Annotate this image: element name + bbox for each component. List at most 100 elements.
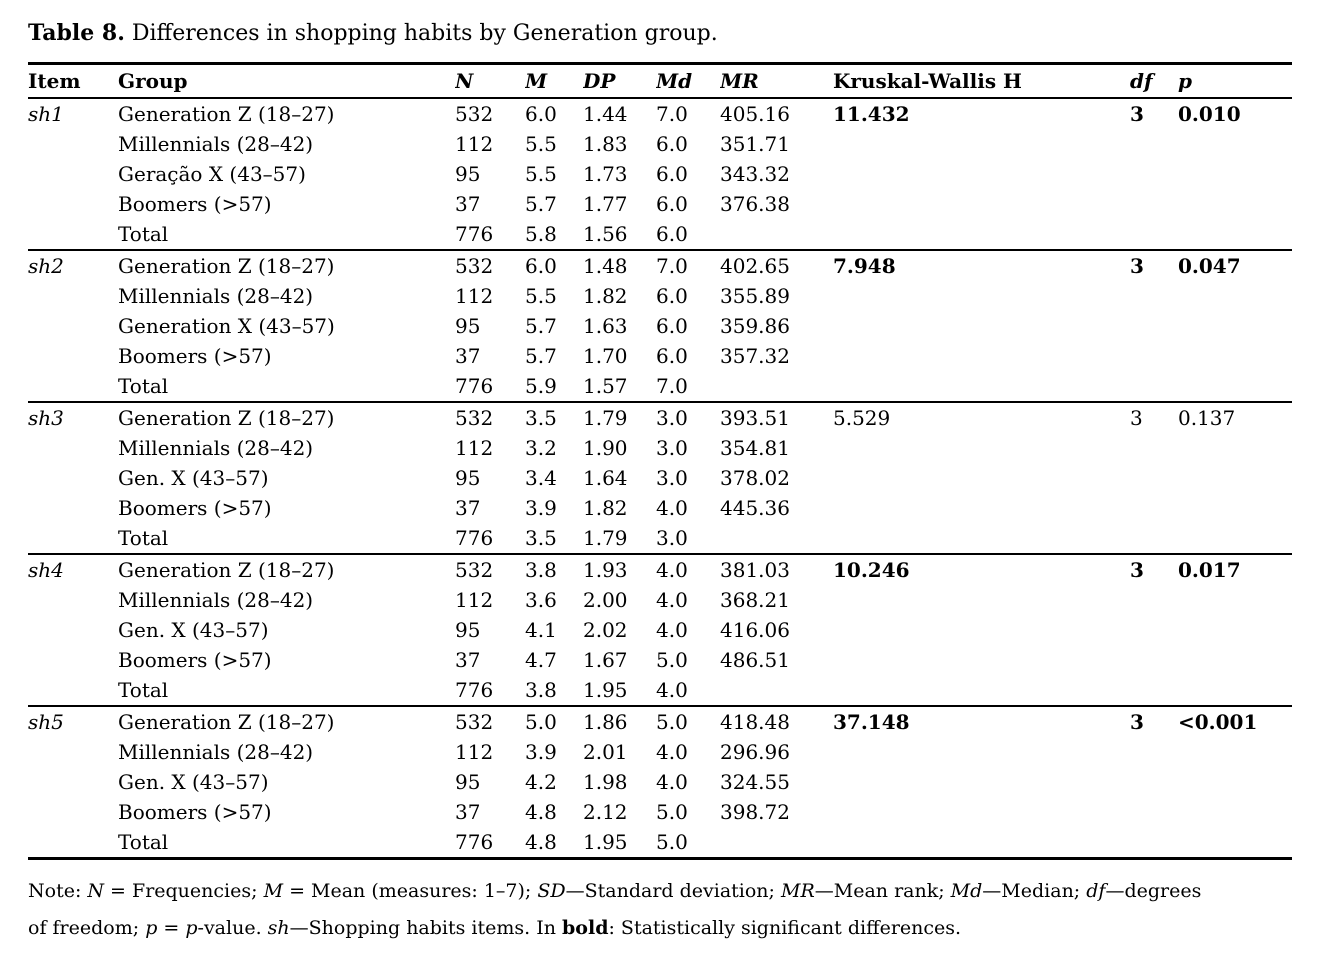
- cell-dp: 1.70: [583, 343, 628, 368]
- cell-df: [1130, 675, 1178, 706]
- cell-mr: [720, 371, 833, 402]
- cell-mr: 351.71: [720, 131, 790, 156]
- note-symbol: Md: [950, 879, 983, 902]
- cell-df: [1130, 645, 1178, 675]
- column-header-mr: MR: [720, 63, 833, 99]
- cell-mr: 359.86: [720, 313, 790, 338]
- table-row: Generation X (43–57) 95 5.7 1.63 6.0 359.86: [28, 311, 1292, 341]
- cell-n: 95: [455, 617, 481, 642]
- column-header-m: M: [525, 63, 583, 99]
- cell-md: 4.0: [656, 739, 688, 764]
- cell-df: [1130, 219, 1178, 250]
- cell-group: Generation Z (18–27): [118, 400, 455, 433]
- cell-kw: [833, 827, 1130, 859]
- table-caption-text: Differences in shopping habits by Genera…: [124, 21, 718, 46]
- cell-p: [1178, 737, 1292, 767]
- cell-md: 6.0: [656, 313, 688, 338]
- cell-m: 4.1: [525, 617, 557, 642]
- cell-df: 3: [1130, 248, 1178, 281]
- cell-p: [1178, 311, 1292, 341]
- cell-dp: 1.82: [583, 283, 628, 308]
- column-header-df: df: [1130, 63, 1178, 99]
- cell-df: 3: [1130, 96, 1178, 129]
- cell-kw: [833, 129, 1130, 159]
- cell-p: [1178, 371, 1292, 402]
- cell-md: 4.0: [656, 617, 688, 642]
- note-symbol: N: [87, 879, 105, 902]
- cell-md: 6.0: [656, 161, 688, 186]
- cell-dp: 1.79: [583, 525, 628, 550]
- cell-item: [28, 129, 118, 159]
- cell-n: 532: [455, 552, 525, 585]
- cell-md: 6.0: [656, 343, 688, 368]
- note-symbol: p: [185, 916, 198, 939]
- cell-dp: 1.90: [583, 435, 628, 460]
- cell-df: [1130, 615, 1178, 645]
- note-bold-term: bold: [562, 916, 609, 939]
- table-row: sh3 Generation Z (18–27) 532 3.5 1.79 3.0 393.…: [28, 400, 1292, 433]
- cell-item: [28, 341, 118, 371]
- cell-p: 0.047: [1178, 248, 1292, 281]
- cell-mr: 376.38: [720, 191, 790, 216]
- cell-n: 112: [455, 587, 494, 612]
- cell-mr: 393.51: [720, 400, 833, 433]
- cell-n: 532: [455, 96, 525, 129]
- cell-md: 4.0: [656, 552, 720, 585]
- cell-mr: 355.89: [720, 283, 790, 308]
- cell-mr: 402.65: [720, 248, 833, 281]
- cell-n: 776: [455, 829, 494, 854]
- cell-df: [1130, 463, 1178, 493]
- cell-m: 3.9: [525, 739, 557, 764]
- cell-kw: [833, 463, 1130, 493]
- cell-kw: [833, 433, 1130, 463]
- cell-kw: [833, 371, 1130, 402]
- table-row: Gen. X (43–57) 95 4.1 2.02 4.0 416.06: [28, 615, 1292, 645]
- cell-dp: 1.95: [583, 829, 628, 854]
- note-text: —Median;: [982, 879, 1087, 902]
- cell-mr: 343.32: [720, 161, 790, 186]
- cell-md: 6.0: [656, 283, 688, 308]
- cell-mr: 354.81: [720, 435, 790, 460]
- cell-n: 776: [455, 525, 494, 550]
- cell-df: [1130, 827, 1178, 859]
- cell-df: [1130, 371, 1178, 402]
- cell-m: 3.4: [525, 465, 557, 490]
- note-symbol: M: [263, 879, 284, 902]
- note-text: of freedom;: [28, 916, 146, 939]
- note-text: -value.: [197, 916, 268, 939]
- note-text: —Mean rank;: [814, 879, 951, 902]
- cell-df: [1130, 737, 1178, 767]
- cell-m: 5.5: [525, 131, 557, 156]
- table-row: Millennials (28–42) 112 3.6 2.00 4.0 368.21: [28, 585, 1292, 615]
- cell-df: [1130, 797, 1178, 827]
- cell-p: [1178, 645, 1292, 675]
- cell-n: 776: [455, 373, 494, 398]
- cell-item: sh3: [28, 400, 118, 433]
- cell-group: Generation Z (18–27): [118, 552, 455, 585]
- note-text: = Mean (measures: 1–7);: [283, 879, 538, 902]
- note-text: —degrees: [1105, 879, 1202, 902]
- cell-kw: [833, 797, 1130, 827]
- table-caption-label: Table 8.: [28, 20, 125, 46]
- cell-mr: [720, 827, 833, 859]
- cell-dp: 2.02: [583, 617, 628, 642]
- cell-kw: [833, 219, 1130, 250]
- cell-df: [1130, 493, 1178, 523]
- column-header-dp: DP: [583, 63, 656, 99]
- note-symbol: sh: [267, 916, 290, 939]
- note-symbol: MR: [781, 879, 815, 902]
- cell-item: [28, 189, 118, 219]
- cell-p: [1178, 615, 1292, 645]
- cell-item: [28, 675, 118, 706]
- cell-n: 112: [455, 739, 494, 764]
- cell-kw: [833, 615, 1130, 645]
- cell-kw: [833, 189, 1130, 219]
- cell-n: 37: [455, 647, 481, 672]
- note-text: Note:: [28, 879, 88, 902]
- cell-group: Generation X (43–57): [118, 313, 335, 338]
- cell-p: [1178, 827, 1292, 859]
- cell-group: Gen. X (43–57): [118, 769, 269, 794]
- column-header-item: Item: [28, 63, 118, 99]
